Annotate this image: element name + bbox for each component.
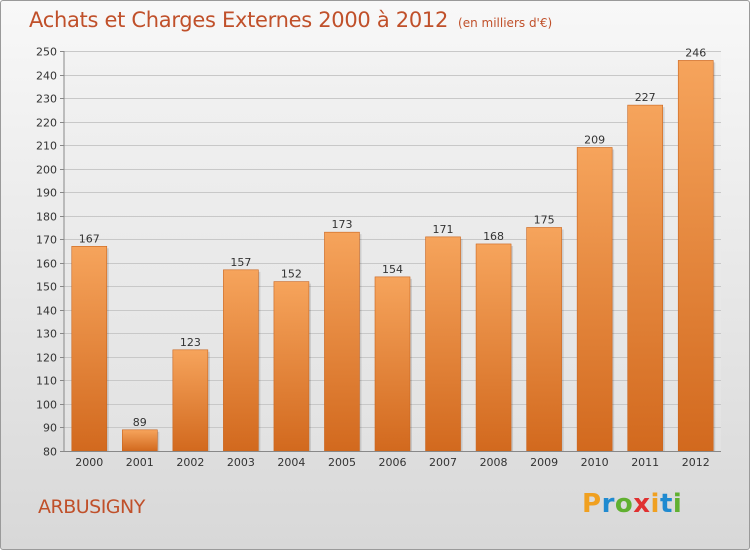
bar (122, 429, 158, 452)
x-axis: 2000 2001 2002 2003 2004 2005 2006 2007 2008 2009… (64, 451, 721, 469)
bar (273, 281, 310, 452)
y-tick-label: 140 (36, 305, 57, 318)
x-tick-label: 2004 (277, 456, 305, 469)
y-axis: 80 90 100 110 120 130 140 150 160 170 180 190 200 210… (36, 46, 65, 459)
logo-letter: x (633, 489, 651, 519)
bar-value-label: 89 (133, 416, 147, 429)
y-tick-label: 150 (36, 281, 57, 294)
bar-value-label: 152 (281, 268, 302, 281)
x-tick-label: 2007 (429, 456, 457, 469)
y-tick-label: 180 (36, 211, 57, 224)
proxiti-logo: Proxiti (582, 489, 682, 519)
y-tick-label: 240 (36, 70, 57, 83)
bar-value-label: 168 (483, 230, 504, 243)
bar (374, 276, 411, 452)
bar (172, 349, 209, 452)
bar (71, 245, 108, 452)
bar-value-label: 209 (584, 133, 605, 146)
bar (223, 269, 259, 452)
chart-title: Achats et Charges Externes 2000 à 2012 (e… (29, 8, 552, 32)
logo-letter: o (614, 489, 634, 519)
bar-value-label: 173 (331, 218, 352, 231)
bar (677, 60, 714, 452)
bar-value-label: 227 (635, 91, 656, 104)
y-tick-label: 230 (36, 93, 57, 106)
bars: 167 89 123 157 152 173 154 171 168 175 209 227 246 (71, 46, 716, 452)
y-tick-label: 130 (36, 328, 57, 341)
y-tick-label: 120 (36, 352, 57, 365)
x-tick-label: 2011 (631, 456, 659, 469)
bar (425, 236, 461, 452)
bar-value-label: 171 (433, 223, 454, 236)
bar (526, 227, 562, 452)
y-tick-label: 110 (36, 375, 57, 388)
bar-value-label: 246 (685, 46, 706, 59)
x-tick-label: 2009 (530, 456, 558, 469)
x-tick-label: 2005 (328, 456, 356, 469)
y-tick-label: 170 (36, 234, 57, 247)
y-tick-label: 250 (36, 46, 57, 59)
y-tick-label: 210 (36, 140, 57, 153)
logo-letter: i (672, 489, 683, 519)
x-tick-label: 2003 (227, 456, 255, 469)
x-tick-label: 2002 (176, 456, 204, 469)
bar (627, 104, 663, 452)
logo-letter: i (650, 489, 660, 519)
y-tick-label: 200 (36, 164, 57, 177)
y-tick-label: 90 (43, 422, 57, 435)
logo-letter: t (659, 489, 673, 519)
bar (475, 243, 512, 452)
y-tick-label: 160 (36, 258, 57, 271)
chart-unit-label: (en milliers d'€) (458, 16, 553, 30)
bar-value-label: 154 (382, 263, 403, 276)
x-tick-label: 2001 (126, 456, 154, 469)
x-tick-label: 2008 (480, 456, 508, 469)
bar-value-label: 167 (79, 232, 100, 245)
bar (324, 231, 360, 452)
y-tick-label: 100 (36, 399, 57, 412)
x-tick-label: 2006 (379, 456, 407, 469)
x-tick-label: 2000 (75, 456, 103, 469)
logo-letter: P (582, 489, 602, 519)
commune-name: ARBUSIGNY (38, 496, 145, 518)
x-tick-label: 2010 (581, 456, 609, 469)
y-tick-label: 220 (36, 117, 57, 130)
chart-title-text: Achats et Charges Externes 2000 à 2012 (29, 8, 449, 32)
bar-value-label: 157 (230, 256, 251, 269)
y-tick-label: 190 (36, 187, 57, 200)
bar-value-label: 175 (534, 213, 555, 226)
bar-value-label: 123 (180, 336, 201, 349)
y-tick-label: 80 (43, 446, 57, 459)
logo-letter: r (601, 489, 615, 519)
bar (576, 147, 613, 452)
x-tick-label: 2012 (682, 456, 710, 469)
